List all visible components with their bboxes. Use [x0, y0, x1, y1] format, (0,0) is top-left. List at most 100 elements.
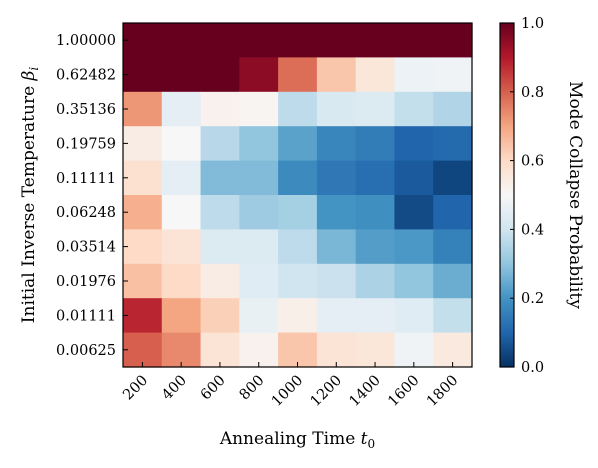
x-axis-label: Annealing Time t0	[219, 429, 375, 451]
heatmap-cell	[278, 57, 318, 93]
heatmap-cell	[239, 195, 279, 230]
colorbar-tick-label: 0.4	[521, 222, 544, 238]
x-axis-label-subscript: 0	[368, 437, 376, 451]
heatmap-cell	[316, 126, 357, 162]
heatmap-cell	[161, 91, 202, 127]
y-tick-label: 0.01111	[56, 308, 116, 324]
heatmap-cell	[200, 160, 240, 196]
heatmap-cell	[161, 229, 202, 265]
y-tick-label: 0.01976	[56, 274, 116, 290]
heatmap-cell	[123, 298, 163, 334]
heatmap-cell	[433, 298, 473, 334]
heatmap-cell	[200, 298, 240, 334]
heatmap-cell	[123, 229, 163, 265]
heatmap-cell	[433, 263, 473, 299]
heatmap-cell	[200, 263, 240, 299]
y-tick-label: 0.11111	[56, 171, 116, 187]
heatmap-cell	[161, 160, 202, 196]
colorbar-tick-label: 0.6	[521, 154, 544, 170]
y-axis-ticks: 1.00000 0.62482 0.35136 0.19759 0.11111 0.062…	[56, 33, 128, 359]
heatmap-cell	[394, 57, 434, 93]
heatmap-cell	[394, 229, 434, 265]
heatmap-cell	[161, 263, 202, 299]
heatmap-cell	[433, 57, 473, 93]
x-tick-label: 800	[237, 373, 268, 404]
y-axis-label-text: Initial Inverse Temperature	[19, 86, 39, 323]
heatmap-cell	[239, 332, 279, 368]
heatmap-cell	[278, 229, 318, 265]
heatmap-cell	[433, 91, 473, 127]
y-axis-label-subscript: i	[27, 67, 41, 71]
heatmap-cell	[433, 332, 473, 368]
heatmap-cell	[355, 23, 396, 58]
heatmap-cell	[200, 229, 240, 265]
heatmap-cell	[278, 298, 318, 334]
heatmap-cell	[239, 57, 279, 93]
colorbar-tick-label: 0.8	[521, 85, 544, 101]
heatmap-cell	[123, 23, 163, 58]
x-tick-label: 1400	[346, 373, 383, 410]
heatmap-cell	[123, 91, 163, 127]
heatmap-cell	[433, 195, 473, 230]
heatmap-cell	[355, 126, 396, 162]
y-tick-label: 0.03514	[56, 240, 116, 256]
heatmap-cell	[394, 160, 434, 196]
heatmap-cell	[278, 91, 318, 127]
heatmap-cell	[394, 263, 434, 299]
heatmap-cell	[316, 195, 357, 230]
heatmap-cell	[200, 126, 240, 162]
heatmap-cell	[316, 23, 357, 58]
heatmap-cell	[278, 126, 318, 162]
heatmap-cell	[161, 332, 202, 368]
heatmap-cell	[278, 263, 318, 299]
heatmap-cell	[278, 23, 318, 58]
heatmap-cell	[316, 332, 357, 368]
y-axis-label: Initial Inverse Temperature βi	[19, 67, 41, 324]
colorbar-ticks: 0.0 0.2 0.4 0.6 0.8 1.0	[510, 16, 544, 376]
heatmap-cell	[433, 23, 473, 58]
y-tick-label: 0.00625	[56, 343, 116, 359]
heatmap-cell	[239, 263, 279, 299]
heatmap-cell	[161, 298, 202, 334]
colorbar-gradient	[499, 22, 515, 368]
heatmap-cell	[239, 298, 279, 334]
x-axis-label-symbol: t	[361, 429, 368, 449]
x-tick-label: 1000	[269, 373, 306, 410]
heatmap-cell	[394, 195, 434, 230]
heatmap-cell	[433, 160, 473, 196]
heatmap-cell	[123, 195, 163, 230]
heatmap-cell	[123, 263, 163, 299]
heatmap-cell	[316, 263, 357, 299]
heatmap-cell	[355, 263, 396, 299]
y-tick-label: 0.35136	[56, 102, 116, 118]
heatmap-cell	[161, 195, 202, 230]
heatmap-cell	[200, 57, 240, 93]
x-axis-ticks: 200 400 600 800 1000 1200 1400 1600 1800	[120, 362, 461, 410]
heatmap-cell	[355, 229, 396, 265]
heatmap-cell	[355, 160, 396, 196]
heatmap-cell	[239, 126, 279, 162]
x-tick-label: 400	[159, 373, 190, 404]
heatmap-cell	[123, 160, 163, 196]
heatmap-cell	[394, 91, 434, 127]
heatmap-cell	[316, 160, 357, 196]
heatmap-cell	[316, 57, 357, 93]
heatmap-cell	[355, 298, 396, 334]
colorbar-label: Mode Collapse Probability	[565, 81, 585, 309]
heatmap-cell	[394, 298, 434, 334]
heatmap-cell	[161, 23, 202, 58]
heatmap-cell	[394, 332, 434, 368]
x-axis-label-text: Annealing Time	[219, 429, 355, 449]
heatmap-cell	[239, 229, 279, 265]
heatmap-cell	[278, 195, 318, 230]
y-axis-label-symbol: β	[19, 70, 39, 81]
heatmap-cell	[355, 195, 396, 230]
heatmap-cell	[200, 23, 240, 58]
heatmap-cell	[239, 23, 279, 58]
heatmap-cell	[316, 229, 357, 265]
heatmap-cell	[239, 91, 279, 127]
heatmap-cell	[239, 160, 279, 196]
x-tick-label: 1600	[385, 373, 422, 410]
y-tick-label: 0.06248	[56, 205, 116, 221]
heatmap-cell	[123, 332, 163, 368]
